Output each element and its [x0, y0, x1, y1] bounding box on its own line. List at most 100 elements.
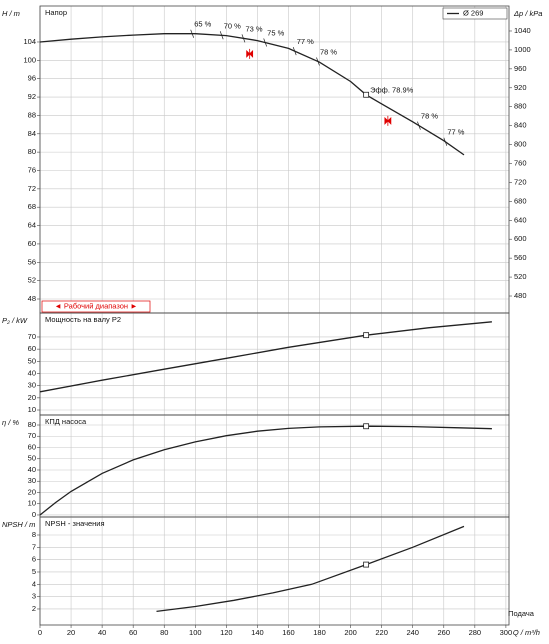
y2-tick-label: 800 [514, 140, 527, 149]
y2-tick-label: 480 [514, 291, 527, 300]
y-tick-label: 52 [28, 276, 36, 285]
efficiency-label: Эфф. 78.9% [370, 86, 413, 95]
x-tick-label: 260 [438, 628, 451, 637]
y-tick-label: 100 [23, 55, 36, 64]
y-tick-label: 50 [28, 454, 36, 463]
y2-tick-label: 600 [514, 234, 527, 243]
y-tick-label: 80 [28, 420, 36, 429]
y-tick-label: 6 [32, 555, 36, 564]
x-tick-label: 300 [500, 628, 513, 637]
panel-title: NPSH - значения [45, 519, 105, 528]
y2-tick-label: 1040 [514, 26, 531, 35]
x-tick-label: 40 [98, 628, 106, 637]
y-tick-label: 2 [32, 604, 36, 613]
efficiency-label: 65 % [194, 20, 211, 29]
y-tick-label: 80 [28, 147, 36, 156]
x-tick-label: 100 [189, 628, 202, 637]
y2-axis-label: Δp / kPa [513, 9, 542, 18]
y-tick-label: 96 [28, 74, 36, 83]
y-tick-label: 8 [32, 530, 36, 539]
efficiency-label: 78 % [421, 112, 438, 121]
y2-tick-label: 960 [514, 64, 527, 73]
y-tick-label: 92 [28, 92, 36, 101]
duty-point [363, 91, 370, 98]
efficiency-label: 77 % [297, 37, 314, 46]
efficiency-tick [443, 137, 448, 146]
x-tick-label: 60 [129, 628, 137, 637]
legend-label: Ø 269 [463, 8, 483, 17]
x-tick-label: 120 [220, 628, 233, 637]
y-tick-label: 7 [32, 542, 36, 551]
panel-frame [39, 5, 510, 314]
x-tick-label: 140 [251, 628, 264, 637]
x-tick-label: 160 [282, 628, 295, 637]
y-tick-label: 72 [28, 184, 36, 193]
x-axis-label: Q / m³/h [513, 628, 540, 637]
y2-tick-label: 680 [514, 196, 527, 205]
y2-tick-label: 560 [514, 253, 527, 262]
y-tick-label: 48 [28, 294, 36, 303]
y-tick-label: 70 [28, 431, 36, 440]
efficiency-tick [241, 34, 246, 43]
panel-frame [39, 312, 510, 416]
duty-point [363, 561, 370, 568]
y2-tick-label: 720 [514, 177, 527, 186]
x-tick-label: 0 [38, 628, 42, 637]
panel-frame [39, 516, 510, 626]
x-tick-label: 80 [160, 628, 168, 637]
panel-title: Напор [45, 8, 67, 17]
y-tick-label: 60 [28, 344, 36, 353]
curve [39, 321, 492, 393]
y2-tick-label: 1000 [514, 45, 531, 54]
x-tick-label: 280 [469, 628, 482, 637]
y-tick-label: 104 [23, 37, 36, 46]
y-tick-label: 88 [28, 110, 36, 119]
y2-tick-label: 640 [514, 215, 527, 224]
y-axis-label: P₂ / kW [2, 316, 28, 325]
y-tick-label: 68 [28, 202, 36, 211]
efficiency-tick [292, 47, 297, 56]
panel-title: Мощность на валу P2 [45, 315, 121, 324]
x-tick-label: 20 [67, 628, 75, 637]
y2-tick-label: 920 [514, 83, 527, 92]
x-tick-label: 240 [406, 628, 419, 637]
y-axis-label: NPSH / m [2, 520, 35, 529]
y-tick-label: 60 [28, 442, 36, 451]
x-tick-label: 220 [375, 628, 388, 637]
range-limit [384, 115, 392, 126]
y2-tick-label: 520 [514, 272, 527, 281]
efficiency-tick [316, 57, 320, 66]
efficiency-label: 75 % [267, 29, 284, 38]
y2-tick-label: 760 [514, 158, 527, 167]
y-tick-label: 4 [32, 579, 36, 588]
efficiency-label: 70 % [224, 21, 241, 30]
curve [156, 525, 465, 613]
range-limit [246, 48, 254, 59]
curve [39, 425, 492, 516]
panel-title: КПД насоса [45, 417, 87, 426]
y-tick-label: 30 [28, 476, 36, 485]
y-tick-label: 64 [28, 221, 36, 230]
y-tick-label: 5 [32, 567, 36, 576]
y-tick-label: 70 [28, 332, 36, 341]
legend-box [442, 7, 508, 20]
efficiency-label: 73 % [245, 24, 262, 33]
footer-label: Подача [508, 609, 535, 618]
efficiency-tick [263, 38, 268, 47]
efficiency-tick [417, 121, 421, 130]
y-tick-label: 0 [32, 510, 36, 519]
y-tick-label: 10 [28, 499, 36, 508]
y-axis-label: H / m [2, 9, 20, 18]
y-tick-label: 50 [28, 356, 36, 365]
y-tick-label: 10 [28, 405, 36, 414]
y-tick-label: 60 [28, 239, 36, 248]
curve [39, 33, 465, 156]
y-tick-label: 84 [28, 129, 36, 138]
y-tick-label: 20 [28, 487, 36, 496]
y-axis-label: η / % [2, 418, 19, 427]
y-tick-label: 3 [32, 592, 36, 601]
y-tick-label: 76 [28, 165, 36, 174]
efficiency-tick [190, 29, 195, 38]
y-tick-label: 20 [28, 393, 36, 402]
